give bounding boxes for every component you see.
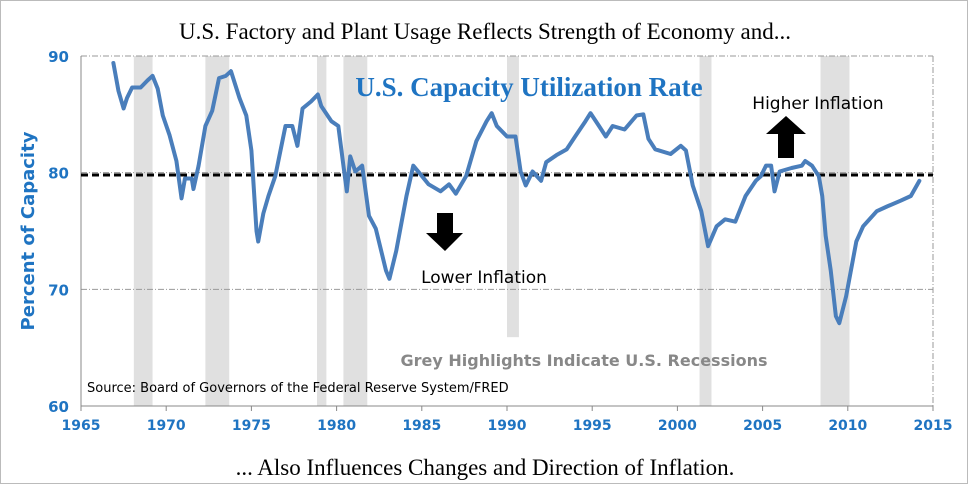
x-tick-label: 1965 xyxy=(62,418,101,434)
x-tick-label: 1980 xyxy=(317,418,356,434)
x-tick-label: 1990 xyxy=(488,418,527,434)
down-arrow-icon xyxy=(426,213,463,251)
x-tick-label: 1985 xyxy=(402,418,441,434)
recessions-note: Grey Highlights Indicate U.S. Recessions xyxy=(401,351,768,370)
y-tick-label: 90 xyxy=(48,48,69,66)
y-tick-label: 70 xyxy=(48,281,69,299)
inner-title: U.S. Capacity Utilization Rate xyxy=(355,72,702,102)
x-tick-label: 1995 xyxy=(573,418,612,434)
recession-band xyxy=(317,56,327,406)
y-tick-label: 80 xyxy=(48,165,69,183)
source-note: Source: Board of Governors of the Federa… xyxy=(87,381,509,396)
x-tick-label: 2010 xyxy=(828,418,867,434)
x-tick-label: 1975 xyxy=(232,418,271,434)
x-tick-label: 2000 xyxy=(658,418,697,434)
x-tick-label: 1970 xyxy=(147,418,186,434)
recession-band xyxy=(133,56,153,406)
y-axis-label: Percent of Capacity xyxy=(18,131,39,330)
chart-caption: ... Also Influences Changes and Directio… xyxy=(236,455,735,480)
recession-band xyxy=(205,56,230,406)
x-tick-label: 2015 xyxy=(914,418,953,434)
x-tick-label: 2005 xyxy=(743,418,782,434)
up-arrow-icon xyxy=(766,116,806,158)
y-tick-label: 60 xyxy=(48,398,69,416)
recession-band xyxy=(343,56,368,406)
chart-title: U.S. Factory and Plant Usage Reflects St… xyxy=(179,19,791,44)
series-line-capacity-utilization xyxy=(111,61,922,326)
recession-band xyxy=(507,56,519,338)
lower-inflation-label: Lower Inflation xyxy=(421,268,547,288)
higher-inflation-label: Higher Inflation xyxy=(752,94,883,114)
